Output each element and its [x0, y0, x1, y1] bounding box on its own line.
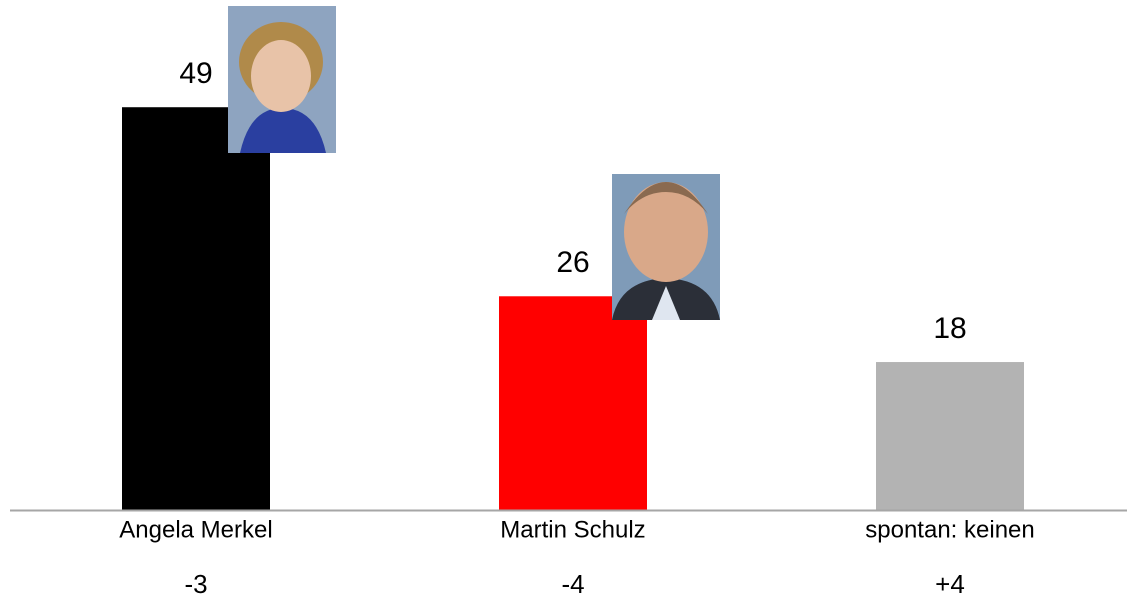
photo-schulz: [612, 174, 720, 320]
value-label: 18: [933, 312, 966, 345]
x-tick-label: spontan: keinen: [865, 516, 1034, 543]
bar: [122, 107, 270, 510]
change-label: +4: [935, 569, 965, 599]
bar: [876, 362, 1024, 510]
change-label: -3: [184, 569, 207, 599]
change-label: -4: [561, 569, 584, 599]
photo-merkel: [228, 6, 336, 153]
x-tick-label: Martin Schulz: [500, 516, 645, 543]
bar: [499, 296, 647, 510]
value-label: 26: [556, 246, 589, 279]
value-label: 49: [179, 57, 212, 90]
x-tick-label: Angela Merkel: [119, 516, 272, 543]
